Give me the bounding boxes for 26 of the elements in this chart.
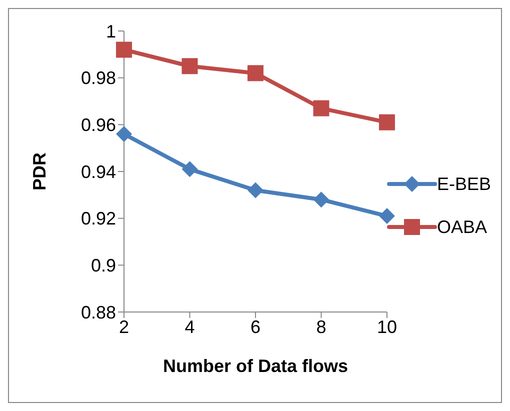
point: [378, 208, 395, 224]
y-tick-label: 0.88: [80, 302, 116, 322]
y-tick-label: 0.94: [80, 162, 116, 182]
point: [182, 161, 198, 178]
x-axis-title: Number of Data flows: [162, 356, 348, 376]
point: [247, 182, 264, 198]
point: [313, 192, 330, 208]
y-tick-label: 1: [106, 21, 116, 42]
y-tick-label: 0.98: [80, 68, 116, 88]
legend-label: OABA: [436, 216, 487, 238]
y-axis-title: PDR: [29, 152, 50, 191]
y-tick-label: 0.9: [90, 256, 116, 276]
point: [182, 58, 198, 74]
point: [378, 114, 395, 130]
y-tick-label: 0.92: [80, 208, 116, 229]
x-tick-label: 8: [316, 316, 326, 337]
y-tick-label: 0.96: [80, 115, 116, 136]
point: [247, 65, 264, 82]
x-tick-label: 10: [376, 316, 397, 337]
point: [313, 100, 330, 116]
point: [116, 126, 132, 142]
x-tick-label: 4: [184, 316, 195, 337]
point: [116, 42, 132, 58]
x-tick-label: 6: [250, 316, 260, 337]
x-tick-label: 2: [118, 316, 130, 337]
legend-label: E-BEB: [436, 174, 491, 194]
